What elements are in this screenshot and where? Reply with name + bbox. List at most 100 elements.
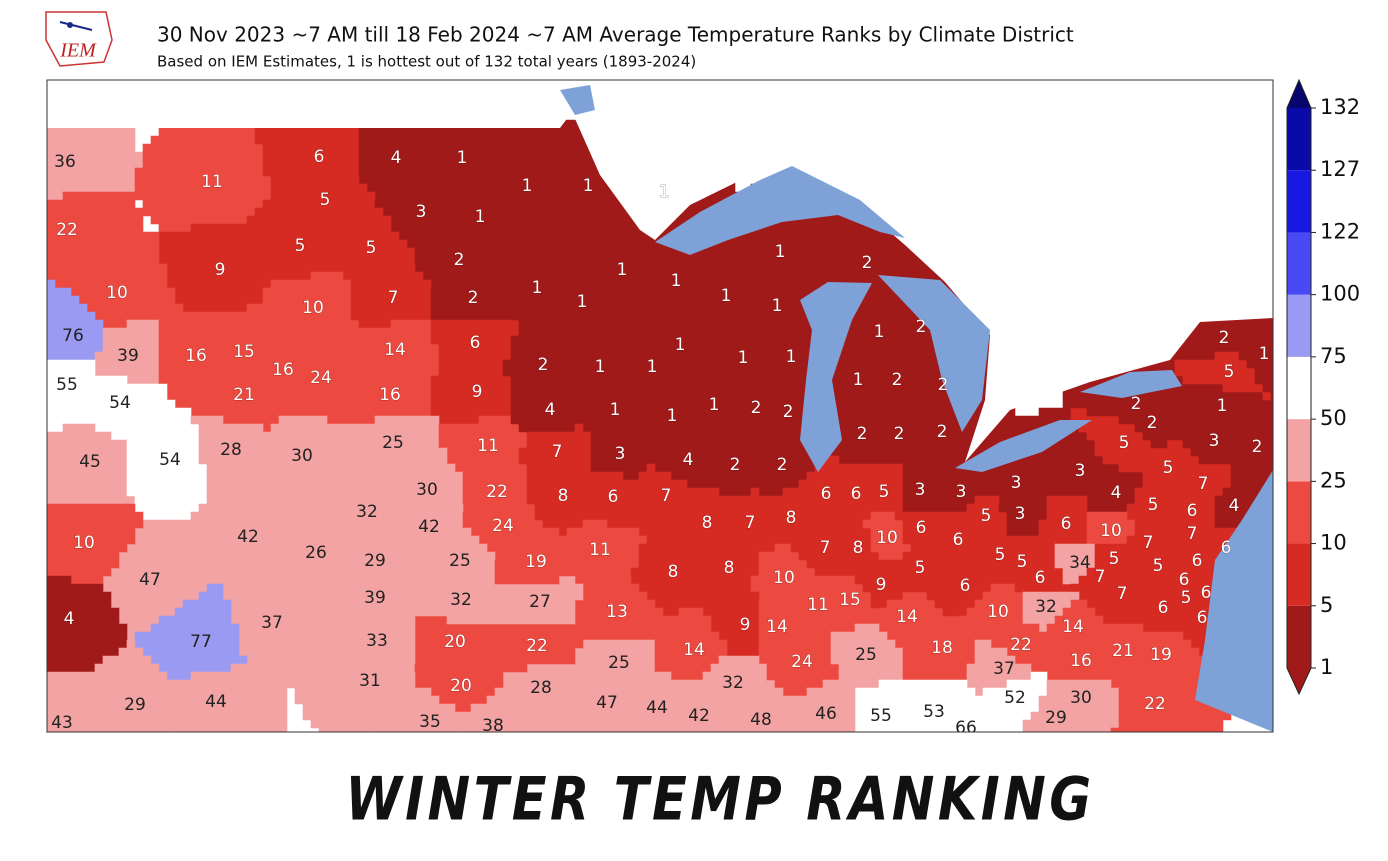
district-label: 5 [320,190,331,210]
district-label: 37 [993,659,1015,679]
district [222,575,328,689]
district-label: 36 [54,152,76,172]
district-label: 26 [305,543,327,563]
colorbar-tick-label: 132 [1320,95,1360,119]
district-label: 10 [1100,521,1122,541]
colorbar-tick-label: 100 [1320,282,1360,306]
district-label: 5 [1224,362,1235,382]
district-label: 1 [853,370,864,390]
lake-erie [955,420,1092,472]
district-label: 6 [1187,501,1198,521]
caption: WINTER TEMP RANKING [345,764,1094,834]
district-label: 9 [876,575,887,595]
district-label: 8 [558,486,569,506]
district [414,663,504,713]
district-label: 11 [477,436,499,456]
district [414,575,504,625]
district-label: 1 [874,322,885,342]
district-label: 28 [530,678,552,698]
district-label: 1 [532,278,543,298]
district [654,607,728,681]
district [790,679,856,732]
district [790,575,840,641]
district-label: 7 [552,442,563,462]
district-label: 2 [468,288,479,308]
colorbar-extend [1287,80,1311,108]
district-label: 3 [416,202,427,222]
district-label: 2 [894,424,905,444]
district [878,407,920,465]
district [86,639,176,732]
district-label: 6 [953,530,964,550]
district-label: 7 [820,538,831,558]
district-label: 35 [419,712,441,732]
district [638,311,720,377]
district-label: 6 [916,518,927,538]
district-label: 22 [486,482,508,502]
district-label: 42 [688,706,710,726]
logo-line [59,21,93,31]
district-label: 31 [359,671,381,691]
district-label: 14 [384,340,406,360]
district-label: 1 [583,176,594,196]
district-label: 6 [470,333,481,353]
district-label: 22 [56,220,78,240]
district-label: 6 [1061,514,1072,534]
district-label: 6 [314,147,325,167]
district-label: 25 [855,645,877,665]
logo-text: IEM [59,40,97,62]
district-label: 1 [786,347,797,367]
district-label: 39 [117,346,139,366]
district-label: 11 [807,595,829,615]
district-label: 7 [1198,474,1209,494]
district [174,663,288,732]
district-label: 44 [205,692,227,712]
district-label: 53 [923,702,945,722]
colorbar-segment [1287,232,1311,295]
district [790,519,840,577]
district-label: 34 [1069,553,1091,573]
district-label: 5 [981,506,992,526]
district-label: 77 [190,632,212,652]
district-label: 32 [356,502,378,522]
district-label: 1 [709,395,720,415]
district-label: 1 [475,207,486,227]
district [566,519,648,585]
district-label: 10 [302,298,324,318]
district [390,447,464,513]
district-label: 9 [215,260,226,280]
logo: IEM [45,11,113,67]
district-label: 10 [106,283,128,303]
district-label: 8 [702,513,713,533]
district-label: 6 [821,484,832,504]
district [374,687,464,732]
district [350,263,432,329]
district-label: 13 [606,602,628,622]
colorbar-tick-label: 75 [1320,344,1347,368]
district-label: 18 [931,638,953,658]
district [798,455,840,521]
district-label: 33 [366,631,388,651]
colorbar: 1 5 10 25 50 75 100 122 127 132 [1286,78,1360,696]
district-label: 10 [987,602,1009,622]
district-label: 6 [1035,568,1046,588]
district [494,527,576,585]
district-label: 22 [526,636,548,656]
district-label: 76 [62,326,84,346]
district-label: 1 [457,148,468,168]
district-label: 2 [454,250,465,270]
district-label: 2 [751,398,762,418]
district-label: 48 [750,710,772,730]
district [526,471,592,537]
colorbar-extend [1287,668,1311,694]
district-label: 2 [916,317,927,337]
district-label: 3 [915,480,926,500]
district [638,383,696,449]
canada [572,80,1273,462]
district-label: 42 [237,527,259,547]
district-label: 1 [659,182,670,202]
district-label: 24 [492,516,514,536]
lake-superior [655,166,905,255]
logo-outline [45,11,113,67]
